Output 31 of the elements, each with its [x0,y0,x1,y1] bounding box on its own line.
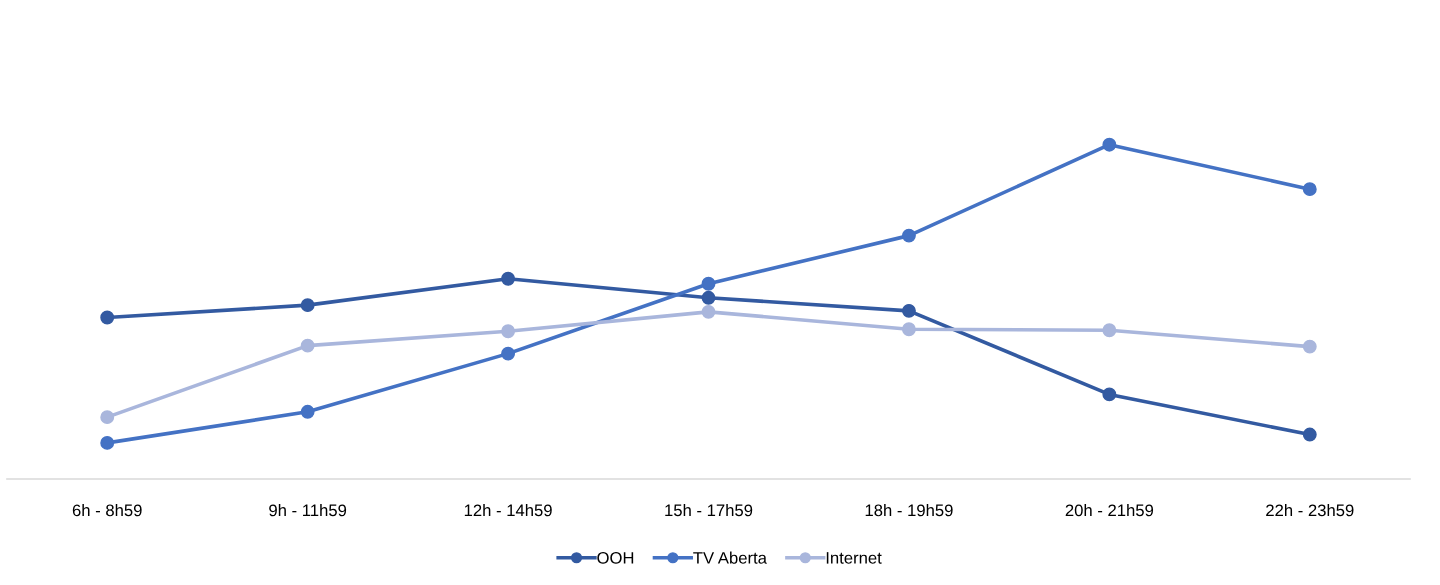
point [1302,339,1317,354]
point [1102,137,1117,152]
point [300,338,315,353]
point [701,276,716,291]
point [701,290,716,305]
point [901,303,916,318]
x-tick-label: 6h - 8h59 [72,504,142,517]
point [501,324,516,339]
point [300,404,315,419]
point [701,304,716,319]
point [901,228,916,243]
legend-label: Internet [826,552,882,564]
x-tick-label: 18h - 19h59 [865,504,953,517]
legend-label: TV Aberta [693,551,767,564]
x-tick-label: 22h - 23h59 [1266,504,1354,517]
point [100,410,115,425]
point [100,435,115,450]
x-tick-label: 9h - 11h59 [269,504,347,517]
point [1302,182,1317,197]
point [501,271,516,286]
legend-label: OOH [597,551,634,564]
point [100,310,115,325]
point [1102,323,1117,338]
point [1102,387,1117,402]
point [300,298,315,313]
point [501,346,516,361]
point [901,322,916,337]
x-tick-label: 12h - 14h59 [464,504,552,517]
point [1302,427,1317,442]
x-tick-label: 15h - 17h59 [665,504,753,517]
x-tick-label: 20h - 21h59 [1065,504,1154,517]
